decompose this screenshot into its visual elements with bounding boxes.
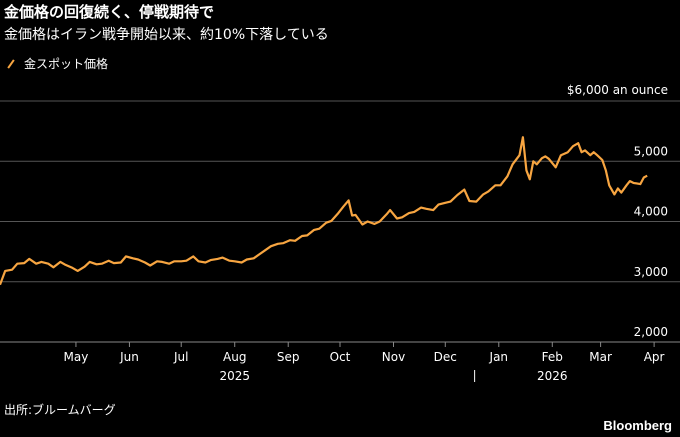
y-tick-label: 5,000	[634, 144, 668, 158]
x-tick-label: Dec	[434, 350, 457, 364]
x-tick-label: Jul	[173, 350, 188, 364]
x-year-label: 2025	[219, 369, 250, 383]
legend-label: 金スポット価格	[24, 57, 109, 71]
y-tick-label: 4,000	[634, 205, 668, 219]
x-tick-label: Sep	[277, 350, 300, 364]
source-note: 出所:ブルームバーグ	[4, 403, 116, 417]
chart-title: 金価格の回復続く、停戦期待で	[4, 3, 215, 21]
x-tick-label: Apr	[644, 350, 665, 364]
x-tick-label: Oct	[330, 350, 351, 364]
y-tick-label: 2,000	[634, 325, 668, 339]
bloomberg-logo: Bloomberg	[603, 418, 672, 433]
legend: 金スポット価格	[4, 55, 108, 72]
x-year-label: 2026	[537, 369, 568, 383]
y-tick-label: 3,000	[634, 265, 668, 279]
series-line-gold-spot	[0, 136, 648, 286]
x-tick-label: Jun	[119, 350, 139, 364]
x-tick-label: Mar	[589, 350, 612, 364]
x-tick-label: Jan	[489, 350, 509, 364]
x-tick-label: Nov	[382, 350, 405, 364]
y-unit-label: $6,000 an ounce	[567, 83, 668, 97]
x-tick-label: May	[64, 350, 89, 364]
x-tick-label: Aug	[223, 350, 246, 364]
chart-subtitle: 金価格はイラン戦争開始以来、約10%下落している	[4, 27, 329, 43]
x-tick-label: Feb	[542, 350, 563, 364]
